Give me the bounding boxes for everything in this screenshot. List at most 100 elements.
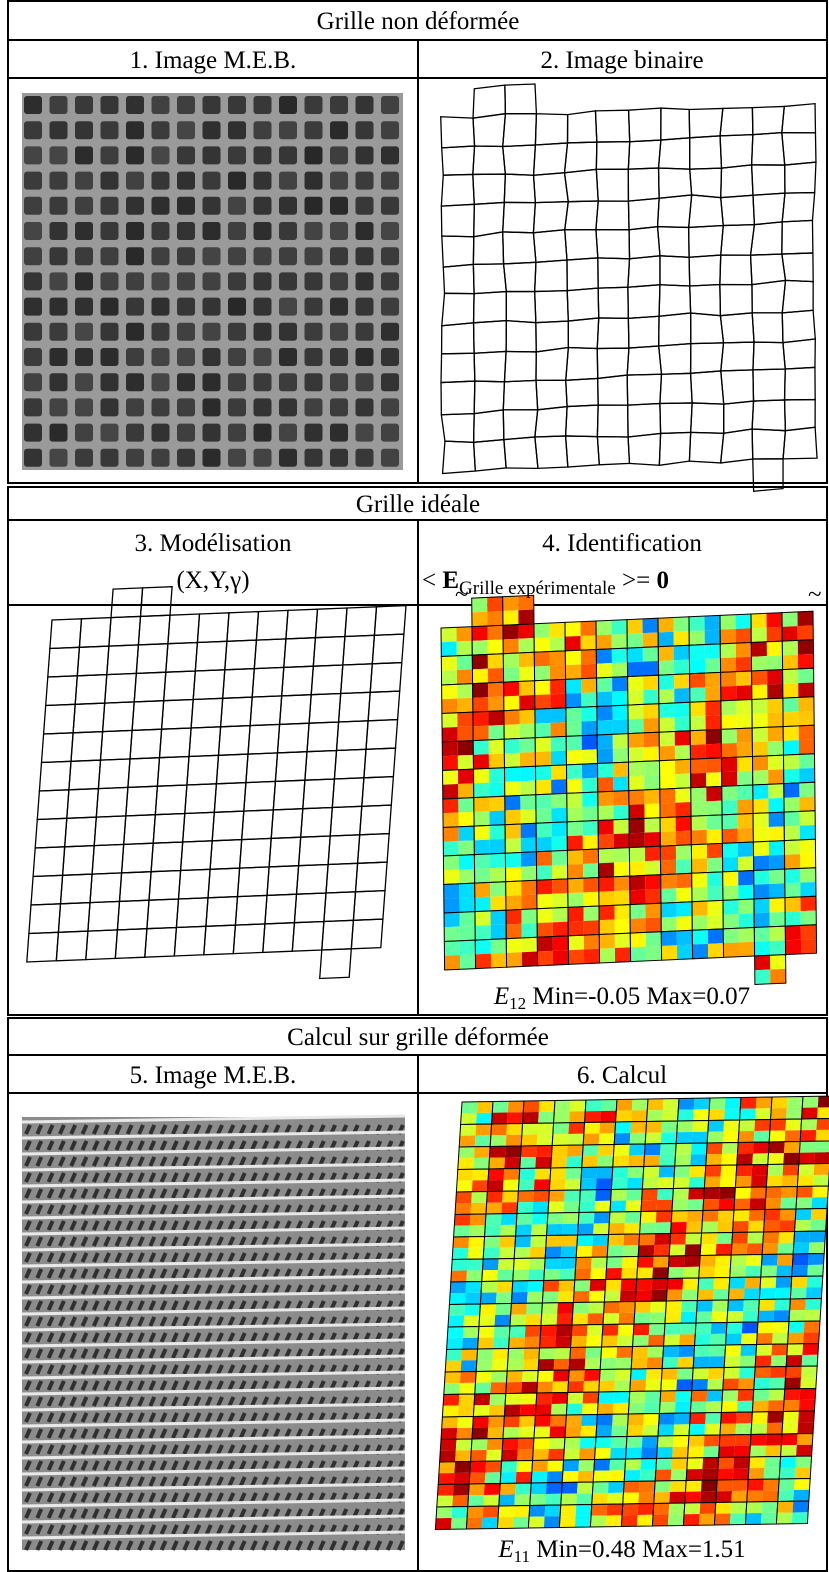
sem-mark xyxy=(216,1524,224,1535)
map-subcell xyxy=(550,679,566,695)
sem-mark xyxy=(103,1268,111,1279)
sem-mark xyxy=(193,1524,202,1535)
map-subcell xyxy=(812,1174,829,1187)
map-subcell xyxy=(613,804,630,820)
map-subcell xyxy=(581,1403,599,1415)
map-subcell xyxy=(511,1292,528,1304)
map-subcell xyxy=(590,1268,607,1280)
sem-mark xyxy=(91,1188,100,1199)
map-subcell xyxy=(713,1277,730,1289)
map-subcell xyxy=(626,1189,643,1201)
map-subcell xyxy=(782,1422,799,1434)
grid-cell xyxy=(219,696,253,728)
sem-cell xyxy=(253,272,272,291)
map-subcell xyxy=(562,1459,580,1472)
sem-mark xyxy=(171,1268,179,1279)
map-subcell xyxy=(547,1212,564,1225)
sem-mark xyxy=(69,1220,78,1231)
grid-cell xyxy=(658,431,692,467)
grid-cell xyxy=(720,341,755,372)
map-subcell xyxy=(710,1322,727,1334)
map-subcell xyxy=(676,873,692,889)
map-subcell xyxy=(754,912,770,928)
sem-cell xyxy=(202,423,221,442)
map-subcell xyxy=(769,940,786,956)
map-subcell xyxy=(691,1131,708,1144)
map-subcell xyxy=(783,768,800,784)
sem-mark xyxy=(171,1188,179,1199)
sem-mark xyxy=(272,1220,281,1231)
map-subcell xyxy=(597,720,613,735)
map-subcell xyxy=(535,722,551,738)
map-subcell xyxy=(780,1197,797,1210)
sem-mark xyxy=(91,1380,100,1391)
map-subcell xyxy=(675,816,692,832)
map-subcell xyxy=(740,1097,757,1109)
map-subcell xyxy=(660,817,676,832)
map-subcell xyxy=(458,783,474,799)
map-subcell xyxy=(679,1334,696,1346)
map-subcell xyxy=(574,1279,591,1292)
map-subcell xyxy=(768,1141,785,1154)
map-subcell xyxy=(514,1494,531,1506)
map-subcell xyxy=(719,1187,736,1199)
sem-mark xyxy=(24,1364,32,1375)
grid-cell xyxy=(72,702,106,734)
sem-cell xyxy=(253,222,272,240)
sem-mark xyxy=(91,1236,100,1247)
sem-mark xyxy=(238,1460,247,1471)
map-subcell xyxy=(441,641,457,657)
map-subcell xyxy=(597,777,614,792)
formula-symbol: E xyxy=(442,567,459,594)
map-subcell xyxy=(581,1156,598,1168)
map-subcell xyxy=(721,728,737,744)
map-subcell xyxy=(673,645,690,661)
map-subcell xyxy=(474,1146,491,1158)
map-subcell xyxy=(644,817,661,833)
grid-cell xyxy=(781,102,817,134)
sem-mark xyxy=(182,1204,191,1215)
map-subcell xyxy=(736,685,752,701)
map-subcell xyxy=(476,1112,493,1125)
map-subcell xyxy=(805,1298,822,1310)
sem-mark xyxy=(261,1540,270,1551)
map-subcell xyxy=(777,1254,794,1266)
map-subcell xyxy=(741,1322,758,1334)
grid-cell xyxy=(249,695,283,727)
sem-mark xyxy=(80,1476,89,1487)
sem-mark xyxy=(69,1300,78,1311)
map-subcell xyxy=(521,1381,538,1394)
sem-mark xyxy=(261,1412,270,1423)
map-subcell xyxy=(548,1190,565,1202)
grid-cell xyxy=(472,112,507,148)
sem-mark xyxy=(182,1332,191,1343)
map-subcell xyxy=(521,866,537,881)
sem-mark xyxy=(103,1316,111,1327)
map-subcell xyxy=(648,1334,665,1347)
map-subcell xyxy=(721,757,738,773)
grid-cell xyxy=(534,405,568,438)
sem-cell xyxy=(24,247,42,266)
map-subcell xyxy=(545,1246,562,1258)
map-subcell xyxy=(611,633,628,649)
map-subcell xyxy=(500,1472,517,1484)
sem-cell xyxy=(100,398,119,417)
map-subcell xyxy=(450,1517,468,1530)
grid-cell xyxy=(781,219,814,255)
sem-mark xyxy=(193,1332,202,1343)
sem-cell xyxy=(304,297,323,316)
map-subcell xyxy=(734,1198,751,1210)
map-subcell xyxy=(691,1390,708,1402)
sem-cell xyxy=(304,373,323,392)
map-subcell xyxy=(573,1291,590,1303)
map-subcell xyxy=(542,1291,559,1303)
map-subcell xyxy=(488,724,505,740)
map-subcell xyxy=(645,903,662,919)
grid-cell xyxy=(312,635,346,667)
map-subcell xyxy=(624,1458,642,1471)
sem-mark xyxy=(204,1284,213,1295)
sem-mark xyxy=(193,1508,202,1519)
map-subcell xyxy=(506,909,522,925)
map-subcell xyxy=(716,1479,733,1492)
sem-line xyxy=(21,1450,406,1460)
